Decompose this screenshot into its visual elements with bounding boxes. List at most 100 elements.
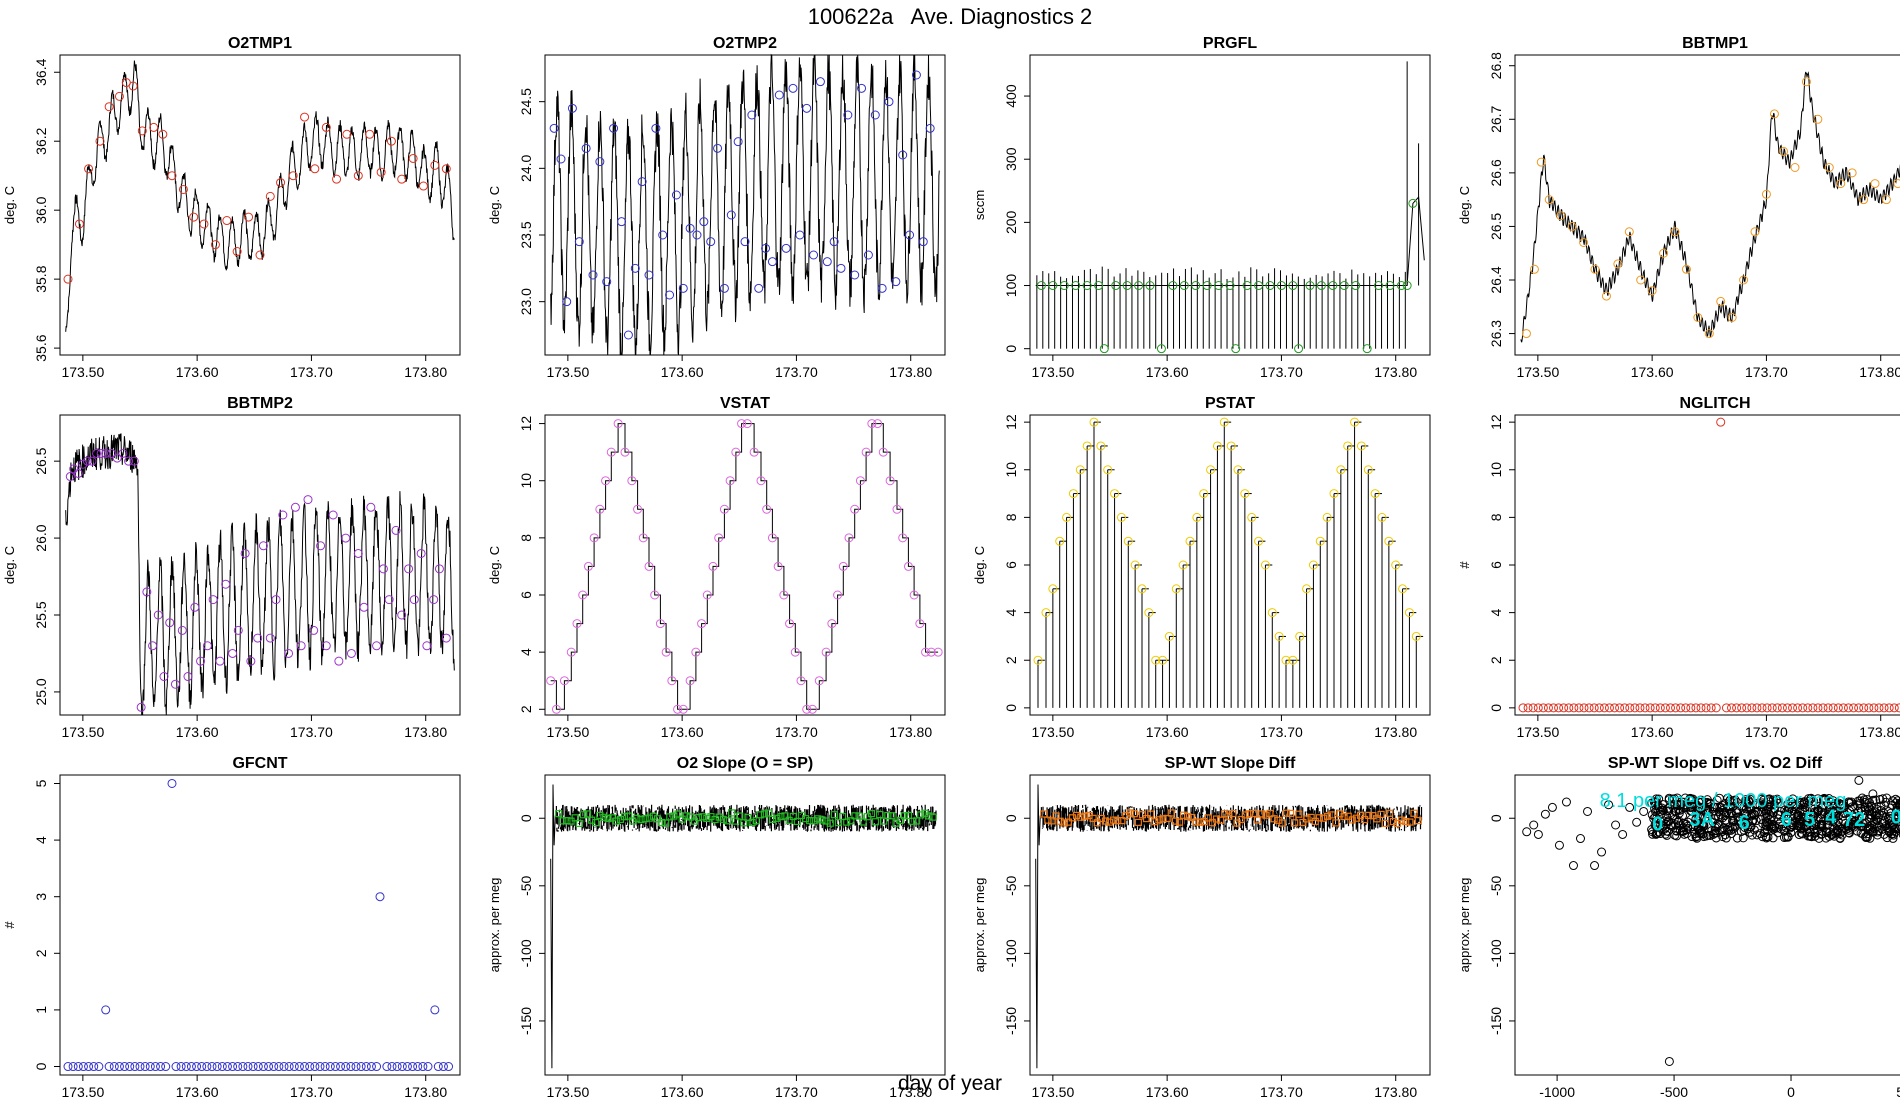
data-marker (1168, 281, 1178, 291)
data-marker (1411, 631, 1421, 641)
data-marker (1836, 179, 1846, 189)
data-marker (1601, 291, 1611, 301)
data-marker (305, 1062, 315, 1072)
data-marker (711, 815, 719, 824)
y-tick-label: -150 (1488, 1007, 1504, 1035)
data-marker (1624, 227, 1634, 237)
data-marker (1319, 814, 1328, 822)
plot-frame (544, 54, 946, 356)
data-marker (1716, 296, 1726, 306)
data-marker (1260, 560, 1270, 570)
data-marker (1404, 608, 1414, 618)
data-marker (1202, 281, 1212, 291)
data-marker (310, 164, 320, 174)
y-axis-label: deg. C (487, 186, 502, 224)
data-marker (740, 237, 750, 247)
data-marker (733, 137, 743, 147)
x-tick-label: 173.70 (290, 364, 333, 380)
data-marker (678, 704, 688, 714)
data-marker (1604, 703, 1614, 713)
data-marker (325, 1062, 335, 1072)
data-marker (592, 819, 600, 827)
x-tick-label: 173.80 (889, 1084, 932, 1100)
data-marker (346, 648, 356, 658)
data-marker (756, 476, 766, 486)
cloud-marker (1699, 832, 1709, 842)
data-marker (1278, 819, 1286, 827)
cloud-marker (1859, 811, 1869, 821)
data-marker (192, 1062, 202, 1072)
figure-title-code: 100622a (807, 4, 894, 29)
data-marker (1859, 195, 1869, 205)
data-marker (1315, 536, 1325, 546)
cloud-marker (1889, 820, 1899, 830)
data-marker (1175, 818, 1184, 826)
y-tick-label: 23.5 (518, 221, 534, 248)
data-marker (408, 1062, 418, 1072)
figure-title-name: Ave. Diagnostics 2 (910, 4, 1093, 29)
x-tick-label: 173.70 (290, 1084, 333, 1100)
cloud-marker (1769, 804, 1779, 814)
data-marker (1068, 814, 1077, 822)
cloud-marker (1711, 833, 1721, 843)
data-marker (416, 548, 426, 558)
data-marker (1240, 489, 1250, 499)
data-marker (1339, 281, 1349, 291)
y-tick-label: 2 (518, 705, 534, 713)
cloud-marker (1696, 813, 1706, 823)
data-marker (1103, 465, 1113, 475)
data-marker (657, 818, 666, 827)
data-marker (637, 177, 647, 187)
data-marker (1288, 655, 1298, 665)
data-marker (1630, 703, 1640, 713)
data-marker (1660, 703, 1670, 713)
data-marker (1869, 703, 1879, 713)
data-marker (441, 164, 451, 174)
panel-pstat: PSTAT deg. C 173.50 173.60 173.70 173.80 0 2 4 6 8… (972, 395, 1431, 740)
cloud-marker (1650, 812, 1660, 822)
x-tick-label: 173.80 (1859, 364, 1900, 380)
data-marker (821, 647, 831, 657)
data-marker (555, 810, 563, 818)
y-tick-label: -100 (1488, 939, 1504, 967)
y-tick-label: 26.5 (1488, 213, 1504, 240)
data-marker (617, 217, 627, 227)
data-marker (674, 810, 682, 818)
data-marker (167, 171, 177, 181)
cloud-marker (1729, 796, 1739, 806)
data-marker (1801, 77, 1811, 87)
data-marker (888, 812, 896, 820)
data-marker (575, 819, 583, 827)
data-marker (288, 171, 298, 181)
x-tick-label: 173.60 (176, 1084, 219, 1100)
data-marker (1288, 281, 1298, 291)
data-marker (1782, 703, 1792, 713)
y-tick-label: 10 (1003, 462, 1019, 478)
data-marker (265, 633, 275, 643)
data-marker (382, 1062, 392, 1072)
data-marker (589, 533, 599, 543)
x-tick-label: 173.60 (176, 364, 219, 380)
data-marker (602, 277, 612, 287)
cloud-marker (1685, 793, 1695, 803)
y-tick-label: 4 (33, 836, 49, 844)
data-marker (725, 476, 735, 486)
data-marker (276, 178, 286, 188)
data-marker (1655, 703, 1665, 713)
x-tick-label: 173.80 (1374, 364, 1417, 380)
data-marker (321, 122, 331, 132)
data-marker (1110, 816, 1118, 824)
data-marker (392, 1062, 402, 1072)
data-marker (1179, 811, 1188, 819)
cloud-marker (1809, 809, 1819, 819)
data-marker (258, 541, 268, 551)
data-marker (1158, 655, 1168, 665)
data-marker (810, 817, 818, 825)
data-marker (1528, 703, 1538, 713)
data-marker (1521, 329, 1531, 339)
data-marker (1604, 800, 1614, 810)
cloud-marker (1843, 823, 1853, 833)
panel-bbtmp2: BBTMP2 deg. C 173.50 173.60 173.70 173.80 25.0… (2, 395, 461, 740)
data-marker (264, 1062, 274, 1072)
data-marker (140, 1062, 150, 1072)
